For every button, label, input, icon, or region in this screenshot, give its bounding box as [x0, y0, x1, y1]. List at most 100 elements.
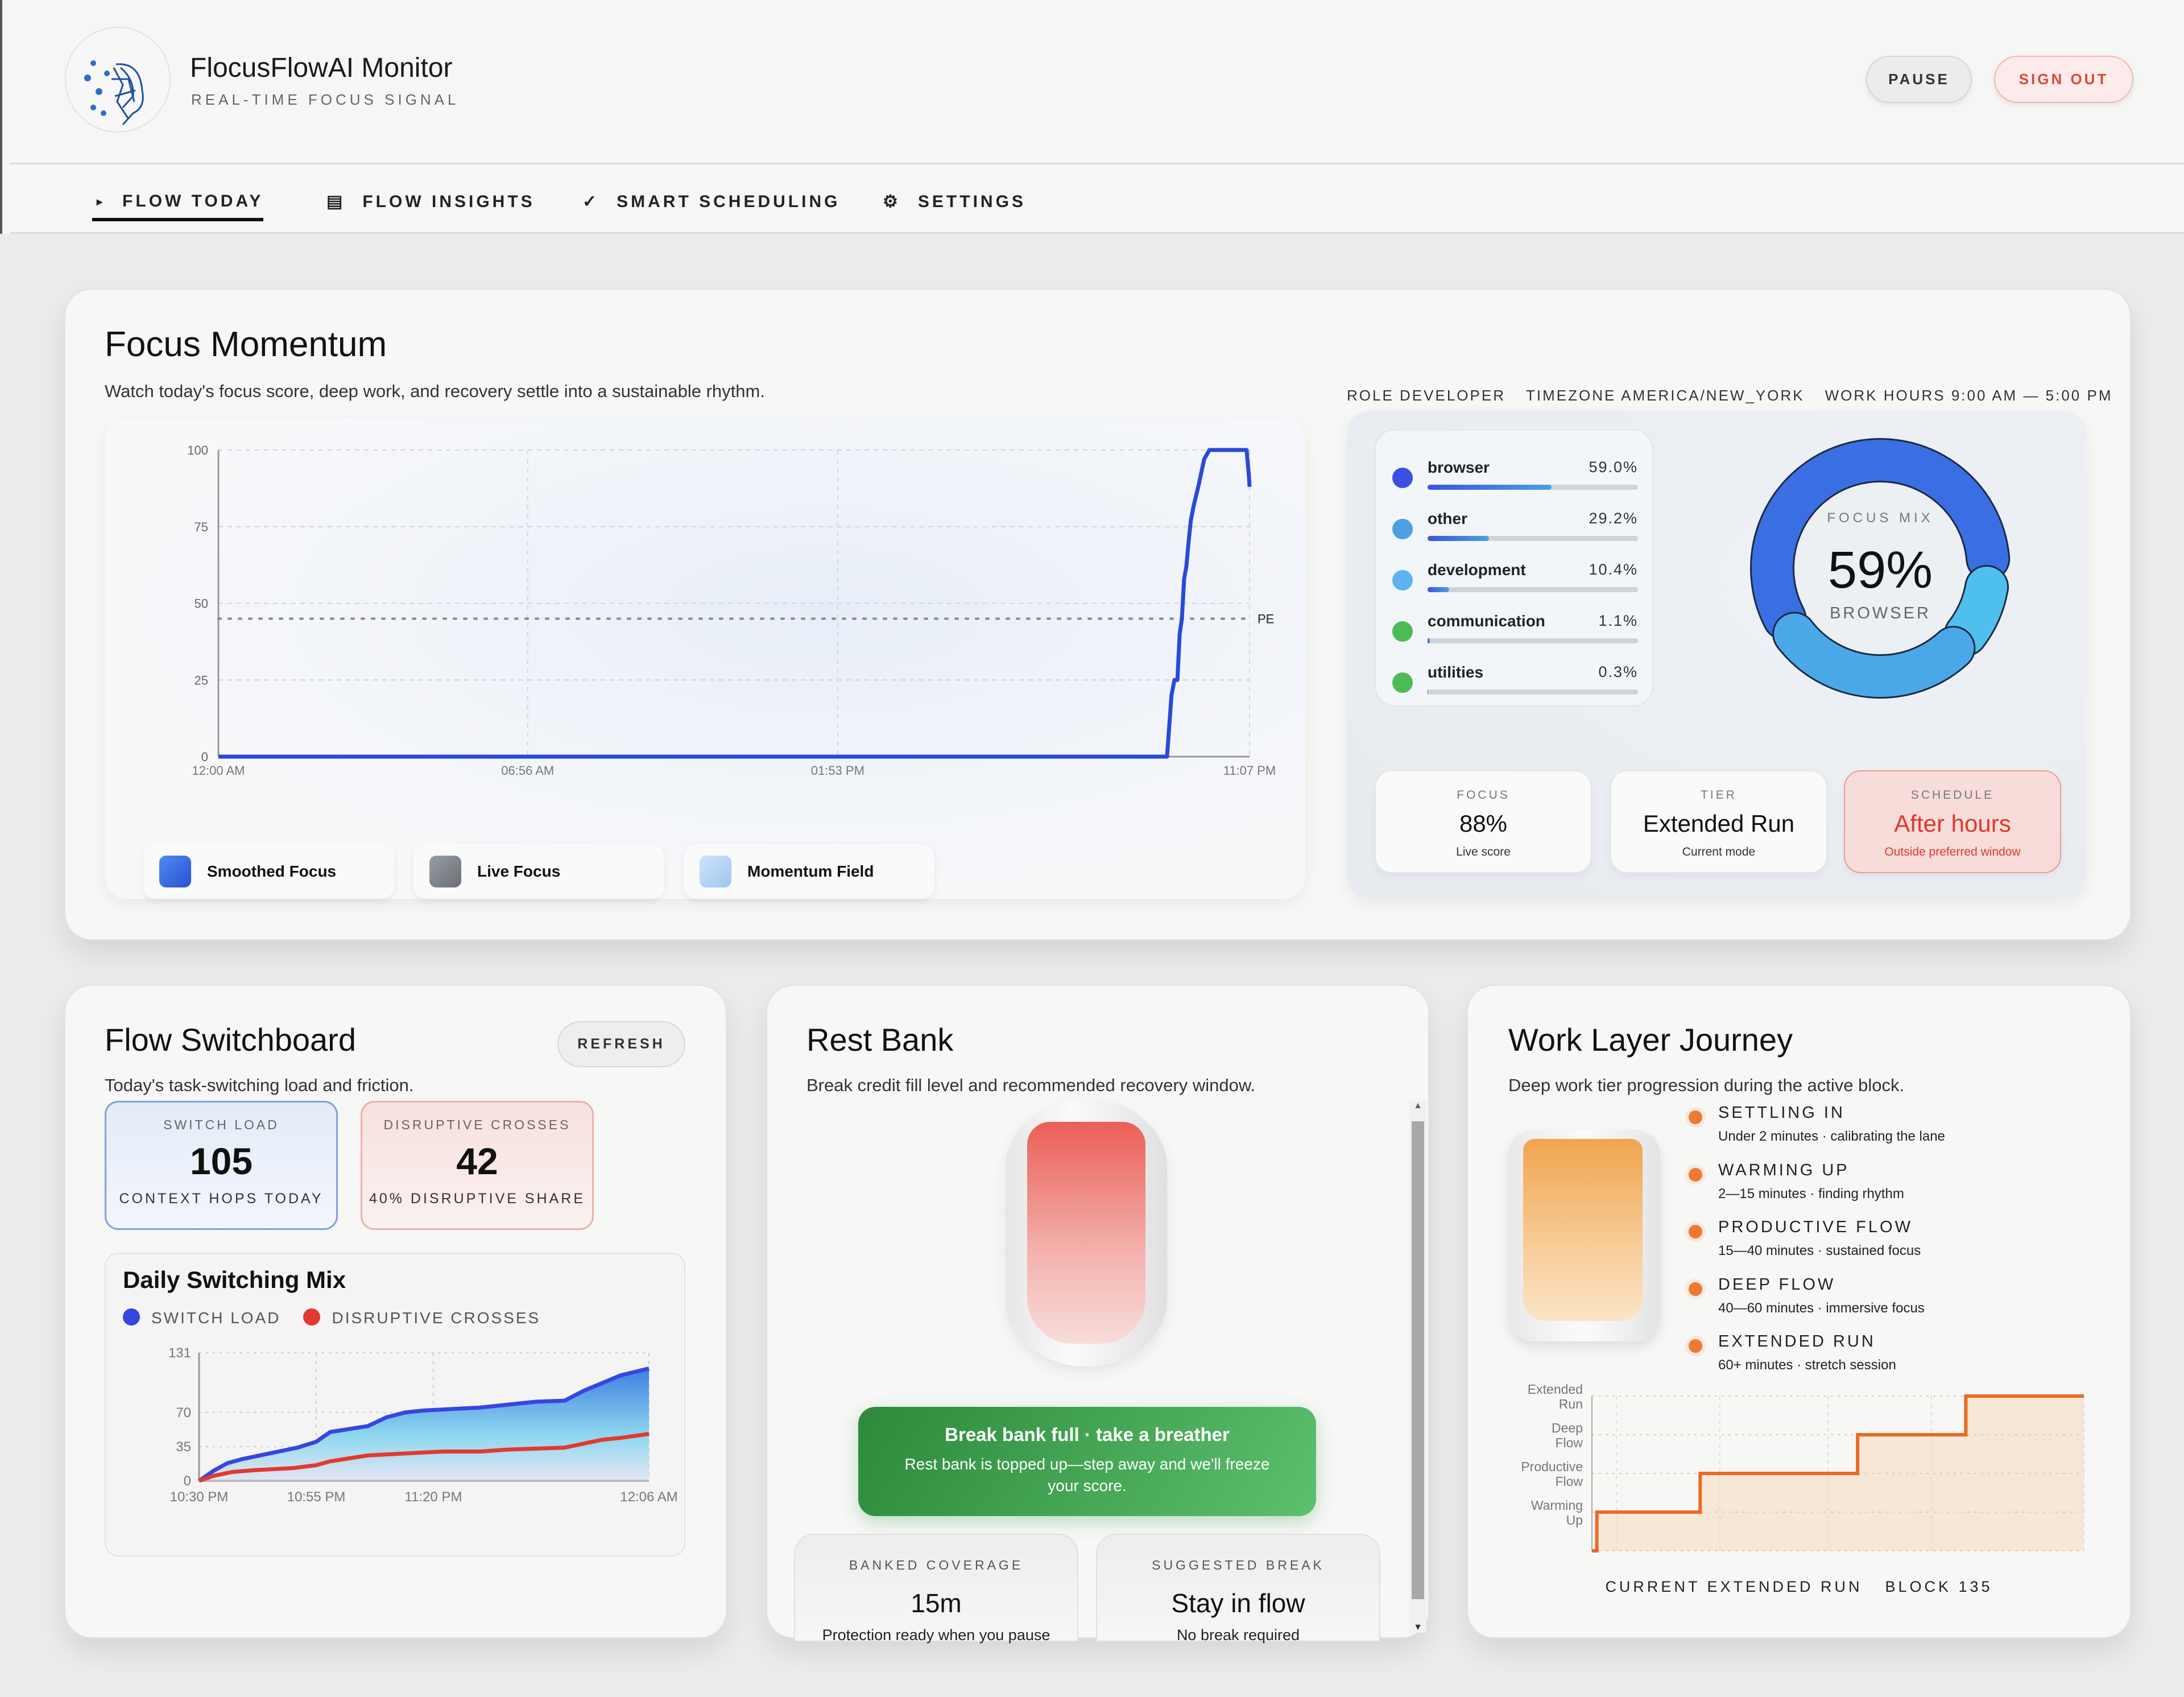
stat-value: Stay in flow	[1171, 1588, 1305, 1618]
donut-segment-other	[1774, 613, 1974, 697]
play-icon: ▸	[97, 195, 106, 208]
mix-dot	[1392, 672, 1413, 693]
tier-desc: 15—40 minutes · sustained focus	[1718, 1243, 1921, 1258]
card-subtitle: Today's task-switching load and friction…	[105, 1075, 414, 1095]
mix-bar-track	[1428, 689, 1638, 695]
box-key: DISRUPTIVE CROSSES	[383, 1117, 571, 1132]
app-subtitle: REAL-TIME FOCUS SIGNAL	[191, 91, 460, 108]
timezone-text: TIMEZONE AMERICA/NEW_YORK	[1525, 387, 1805, 404]
tab-settings[interactable]: ⚙ SETTINGS	[883, 192, 1026, 212]
switch-load-area	[199, 1368, 649, 1481]
stat-value: 15m	[911, 1588, 962, 1618]
stat-sub: No break required	[1176, 1626, 1300, 1644]
legend-smoothed-focus[interactable]: Smoothed Focus	[143, 844, 394, 899]
mix-label: communication	[1428, 612, 1545, 630]
tier-title: EXTENDED RUN	[1718, 1332, 1876, 1351]
legend-swatch	[159, 856, 191, 887]
tier-stat: TIER Extended Run Current mode	[1610, 770, 1827, 873]
legend-live-focus[interactable]: Live Focus	[413, 844, 664, 899]
y-tick-label: 131	[168, 1345, 191, 1361]
focus-mix-donut	[1750, 438, 2011, 699]
box-value: 105	[189, 1140, 253, 1182]
journey-footer: CURRENT EXTENDED RUN BLOCK 135	[1467, 1578, 2131, 1596]
scrollbar-thumb[interactable]	[1412, 1121, 1424, 1599]
scroll-down-icon[interactable]: ▼	[1413, 1622, 1422, 1632]
stat-key: BANKED COVERAGE	[849, 1558, 1024, 1572]
legend-label: SWITCH LOAD	[151, 1309, 281, 1327]
tab-flow-insights[interactable]: ▤ FLOW INSIGHTS	[326, 192, 535, 212]
donut-center	[1795, 483, 1966, 654]
tier-title: DEEP FLOW	[1718, 1275, 1836, 1294]
box-sub: CONTEXT HOPS TODAY	[119, 1191, 324, 1207]
x-tick-label: 12:06 AM	[620, 1489, 677, 1505]
divider	[10, 163, 2184, 164]
tier-tile	[1508, 1130, 1660, 1341]
rest-bank-capsule	[1006, 1099, 1167, 1366]
sign-out-button[interactable]: SIGN OUT	[1994, 56, 2133, 103]
stat-sub: Protection ready when you pause	[822, 1626, 1050, 1644]
stat-value: After hours	[1894, 810, 2011, 837]
pause-button[interactable]: PAUSE	[1866, 56, 1972, 103]
mix-bar-track	[1428, 638, 1638, 643]
legend-disruptive-crosses[interactable]: DISRUPTIVE CROSSES	[303, 1308, 540, 1327]
banner-text: Rest bank is topped up—step away and we'…	[904, 1455, 1270, 1494]
legend-switch-load[interactable]: SWITCH LOAD	[123, 1308, 280, 1327]
y-tick-label: 0	[184, 1473, 191, 1489]
main-nav: ▸ FLOW TODAY ▤ FLOW INSIGHTS ✓ SMART SCHEDU…	[10, 164, 2184, 234]
focus-score-chart: 0 25 50 75 100 12:00 AM 06:56 AM 01:53 PM 11:07 …	[187, 443, 1276, 778]
tier-dot	[1689, 1339, 1702, 1353]
disruptive-crosses-box: DISRUPTIVE CROSSES 42 40% DISRUPTIVE SHARE	[361, 1101, 594, 1230]
donut-segment-development	[1945, 567, 2008, 655]
legend-label: DISRUPTIVE CROSSES	[332, 1309, 541, 1327]
legend-label: Live Focus	[477, 862, 561, 880]
mix-label: other	[1428, 510, 1467, 527]
refresh-button[interactable]: REFRESH	[557, 1021, 685, 1067]
mix-bar-fill	[1428, 638, 1430, 643]
banner-title: Break bank full · take a breather	[945, 1424, 1230, 1445]
legend-swatch	[429, 856, 461, 887]
y-tick-label: Deep	[1552, 1421, 1583, 1435]
card-subtitle: Deep work tier progression during the ac…	[1508, 1075, 1905, 1095]
tab-flow-today[interactable]: ▸ FLOW TODAY	[92, 192, 264, 221]
tab-smart-scheduling[interactable]: ✓ SMART SCHEDULING	[582, 192, 840, 212]
y-tick-label: 0	[201, 750, 208, 764]
tab-label: FLOW TODAY	[122, 192, 264, 210]
mix-item-communication: communication 1.1%	[1388, 609, 1638, 654]
break-banner: Break bank full · take a breather Rest b…	[858, 1407, 1316, 1516]
stat-sub: Live score	[1456, 845, 1511, 858]
scroll-up-icon[interactable]: ▲	[1413, 1101, 1422, 1110]
mix-percent: 10.4%	[1589, 561, 1638, 578]
current-tier: CURRENT EXTENDED RUN	[1605, 1578, 1863, 1595]
mix-label: browser	[1428, 459, 1490, 476]
y-tick-label: 35	[176, 1439, 191, 1455]
y-tick-label: 75	[195, 520, 208, 534]
legend-label: Smoothed Focus	[207, 862, 337, 880]
tier-step-line	[1592, 1394, 2084, 1553]
mix-dot	[1392, 570, 1413, 591]
mix-dot	[1392, 468, 1413, 488]
switch-load-box: SWITCH LOAD 105 CONTEXT HOPS TODAY	[105, 1101, 338, 1230]
mix-percent: 59.0%	[1589, 459, 1638, 476]
mix-bar-fill	[1428, 536, 1490, 541]
scrollbar[interactable]: ▲ ▼	[1409, 1101, 1426, 1633]
y-tick-label: 50	[195, 597, 208, 611]
brand-logo	[65, 27, 171, 133]
card-title: Flow Switchboard	[105, 1022, 356, 1058]
switching-legend: SWITCH LOAD DISRUPTIVE CROSSES	[123, 1308, 540, 1327]
tier-desc: Under 2 minutes · calibrating the lane	[1718, 1129, 1945, 1144]
y-tick-label: Flow	[1555, 1435, 1583, 1450]
mix-percent: 0.3%	[1598, 663, 1638, 680]
mix-bar-track	[1428, 536, 1638, 541]
banked-coverage-stat: BANKED COVERAGE 15m Protection ready when …	[794, 1534, 1078, 1644]
y-tick-label: 70	[176, 1405, 191, 1421]
tier-dot	[1689, 1167, 1702, 1182]
tab-label: FLOW INSIGHTS	[362, 192, 535, 211]
card-subtitle: Watch today's focus score, deep work, an…	[105, 381, 765, 401]
mix-label: utilities	[1428, 663, 1484, 681]
suggested-break-stat: SUGGESTED BREAK Stay in flow No break requ…	[1096, 1534, 1380, 1644]
card-title: Work Layer Journey	[1508, 1022, 1793, 1058]
stat-key: FOCUS	[1457, 788, 1510, 802]
legend-momentum-field[interactable]: Momentum Field	[684, 844, 934, 899]
mix-label: development	[1428, 561, 1526, 579]
card-title: Focus Momentum	[105, 325, 387, 364]
